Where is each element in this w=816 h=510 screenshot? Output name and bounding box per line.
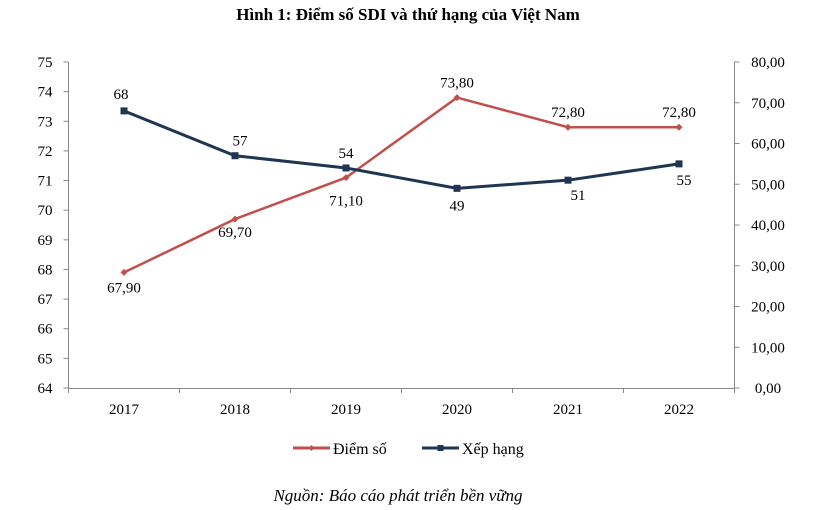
right-tick-label: 80,00 bbox=[751, 55, 785, 71]
x-tick-label: 2018 bbox=[220, 402, 250, 418]
legend-label-xep-hang: Xếp hạng bbox=[462, 441, 524, 458]
legend: Điểm số Xếp hạng bbox=[293, 441, 524, 458]
marker-xep-hang bbox=[564, 176, 572, 184]
series-line-diem-so bbox=[123, 96, 679, 274]
left-tick-label: 74 bbox=[38, 85, 54, 101]
left-tick-label: 70 bbox=[38, 203, 53, 219]
data-label-diem-so: 73,80 bbox=[440, 76, 474, 92]
data-label-xep-hang: 57 bbox=[233, 134, 249, 150]
x-tick-label: 2019 bbox=[331, 402, 361, 418]
marker-xep-hang bbox=[231, 152, 239, 160]
x-tick-label: 2022 bbox=[664, 402, 694, 418]
right-tick-label: 0,00 bbox=[755, 381, 781, 397]
series-line-xep-hang bbox=[123, 109, 680, 190]
left-tick-label: 69 bbox=[38, 233, 53, 249]
marker-diem-so bbox=[675, 123, 683, 131]
legend-marker-xep-hang bbox=[437, 445, 444, 451]
chart-title: Hình 1: Điểm số SDI và thứ hạng của Việt… bbox=[236, 5, 580, 24]
x-tick-label: 2021 bbox=[553, 402, 583, 418]
data-label-xep-hang: 49 bbox=[450, 198, 465, 214]
x-tick-label: 2017 bbox=[109, 402, 140, 418]
data-label-diem-so: 67,90 bbox=[107, 280, 141, 296]
legend-marker-diem-so bbox=[308, 445, 315, 451]
legend-label-diem-so: Điểm số bbox=[333, 441, 387, 458]
data-label-xep-hang: 68 bbox=[114, 87, 129, 103]
marker-diem-so bbox=[231, 215, 239, 223]
data-label-diem-so: 72,80 bbox=[662, 105, 696, 121]
marker-xep-hang bbox=[120, 107, 128, 115]
marker-xep-hang bbox=[453, 184, 461, 192]
data-label-xep-hang: 55 bbox=[677, 173, 692, 189]
marker-diem-so bbox=[120, 268, 128, 276]
x-tick-label: 2020 bbox=[442, 402, 472, 418]
source-note: Nguồn: Báo cáo phát triển bền vững bbox=[272, 486, 522, 505]
marker-diem-so bbox=[453, 94, 461, 102]
marker-xep-hang bbox=[342, 164, 350, 172]
right-tick-label: 20,00 bbox=[751, 300, 785, 316]
left-tick-label: 71 bbox=[38, 174, 53, 190]
right-tick-label: 10,00 bbox=[751, 340, 785, 356]
left-tick-label: 67 bbox=[38, 292, 54, 308]
data-label-xep-hang: 51 bbox=[571, 188, 586, 204]
marker-xep-hang bbox=[675, 160, 683, 168]
right-tick-label: 30,00 bbox=[751, 259, 785, 275]
left-tick-label: 73 bbox=[38, 114, 53, 130]
left-tick-label: 65 bbox=[38, 351, 53, 367]
left-tick-label: 68 bbox=[38, 262, 53, 278]
data-label-diem-so: 69,70 bbox=[218, 225, 252, 241]
left-tick-label: 64 bbox=[38, 381, 54, 397]
right-tick-label: 70,00 bbox=[751, 96, 785, 112]
right-tick-label: 40,00 bbox=[751, 218, 785, 234]
marker-diem-so bbox=[564, 123, 572, 131]
left-tick-label: 72 bbox=[38, 144, 53, 160]
right-tick-label: 60,00 bbox=[751, 137, 785, 153]
marker-diem-so bbox=[342, 174, 350, 182]
data-label-xep-hang: 54 bbox=[339, 146, 355, 162]
left-tick-label: 75 bbox=[38, 55, 53, 71]
data-label-diem-so: 71,10 bbox=[329, 194, 363, 210]
left-tick-label: 66 bbox=[38, 322, 54, 338]
right-tick-label: 50,00 bbox=[751, 177, 785, 193]
data-label-diem-so: 72,80 bbox=[551, 105, 585, 121]
